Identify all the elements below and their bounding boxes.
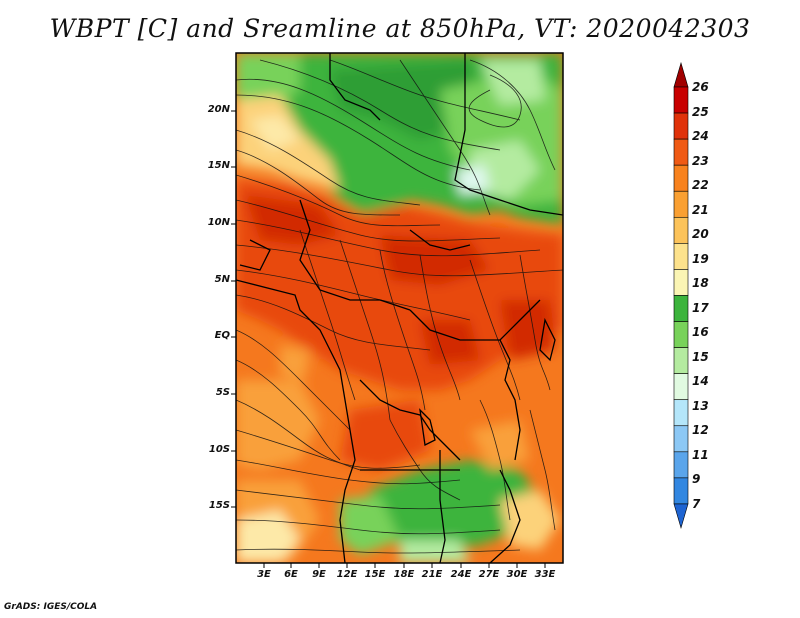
lat-label-10s: 10S bbox=[208, 444, 230, 455]
colorbar-swatch bbox=[673, 451, 689, 479]
lat-label-5n: 5N bbox=[214, 274, 230, 285]
lat-label-eq: EQ bbox=[214, 330, 230, 341]
lon-ticks bbox=[263, 563, 546, 568]
colorbar-swatch bbox=[673, 399, 689, 427]
colorbar-label: 18 bbox=[692, 276, 709, 291]
colorbar-top-arrow bbox=[673, 61, 689, 88]
colorbar-label: 7 bbox=[692, 496, 701, 511]
lon-label-33e: 33E bbox=[534, 569, 556, 580]
colorbar-label: 22 bbox=[692, 178, 709, 193]
streamlines bbox=[236, 59, 563, 554]
colorbar-swatch bbox=[673, 321, 689, 348]
colorbar-label: 20 bbox=[692, 227, 709, 242]
colorbar-swatch bbox=[673, 373, 689, 401]
lon-label-15e: 15E bbox=[364, 569, 386, 580]
colorbar-swatch bbox=[673, 86, 689, 114]
colorbar-label: 24 bbox=[692, 129, 709, 144]
colorbar-swatch bbox=[673, 164, 689, 192]
lon-label-21e: 21E bbox=[421, 569, 443, 580]
colorbar-swatch bbox=[673, 243, 689, 270]
lat-label-15n: 15N bbox=[207, 160, 230, 171]
lat-label-20n: 20N bbox=[207, 104, 230, 115]
colorbar-label: 19 bbox=[692, 251, 709, 266]
colorbar-swatch bbox=[673, 295, 689, 322]
lat-ticks bbox=[231, 110, 236, 508]
map-frame bbox=[235, 52, 564, 564]
colorbar-label: 11 bbox=[692, 447, 709, 462]
colorbar-swatch bbox=[673, 216, 689, 244]
lon-label-3e: 3E bbox=[257, 569, 271, 580]
lon-label-27e: 27E bbox=[478, 569, 500, 580]
colorbar bbox=[673, 61, 689, 530]
lat-label-15s: 15S bbox=[208, 500, 230, 511]
colorbar-swatch bbox=[673, 425, 689, 453]
colorbar-swatch bbox=[673, 269, 689, 296]
wbpt-green-south bbox=[370, 460, 540, 550]
colorbar-swatch bbox=[673, 190, 689, 218]
colorbar-bottom-arrow bbox=[673, 503, 689, 530]
colorbar-label: 9 bbox=[692, 472, 701, 487]
lon-label-30e: 30E bbox=[506, 569, 528, 580]
lon-label-9e: 9E bbox=[312, 569, 326, 580]
footer-credit: GrADS: IGES/COLA bbox=[4, 602, 98, 612]
lon-label-12e: 12E bbox=[336, 569, 358, 580]
colorbar-label: 16 bbox=[692, 325, 709, 340]
lat-label-5s: 5S bbox=[215, 387, 230, 398]
lon-label-18e: 18E bbox=[393, 569, 415, 580]
colorbar-label: 23 bbox=[692, 153, 709, 168]
country-borders bbox=[236, 53, 563, 563]
lon-label-6e: 6E bbox=[284, 569, 298, 580]
colorbar-label: 13 bbox=[692, 398, 709, 413]
colorbar-label: 25 bbox=[692, 104, 709, 119]
colorbar-label: 14 bbox=[692, 374, 709, 389]
colorbar-label: 12 bbox=[692, 423, 709, 438]
colorbar-swatch bbox=[673, 138, 689, 166]
lon-label-24e: 24E bbox=[450, 569, 472, 580]
colorbar-swatch bbox=[673, 347, 689, 374]
colorbar-label: 15 bbox=[692, 349, 709, 364]
colorbar-swatch bbox=[673, 477, 689, 505]
colorbar-label: 21 bbox=[692, 202, 709, 217]
map-panel bbox=[236, 53, 563, 563]
colorbar-label: 26 bbox=[692, 80, 709, 94]
map-title: WBPT [C] and Sreamline at 850hPa, VT: 20… bbox=[49, 14, 751, 43]
colorbar-label: 17 bbox=[692, 300, 709, 315]
colorbar-swatch bbox=[673, 112, 689, 140]
lat-label-10n: 10N bbox=[207, 217, 230, 228]
